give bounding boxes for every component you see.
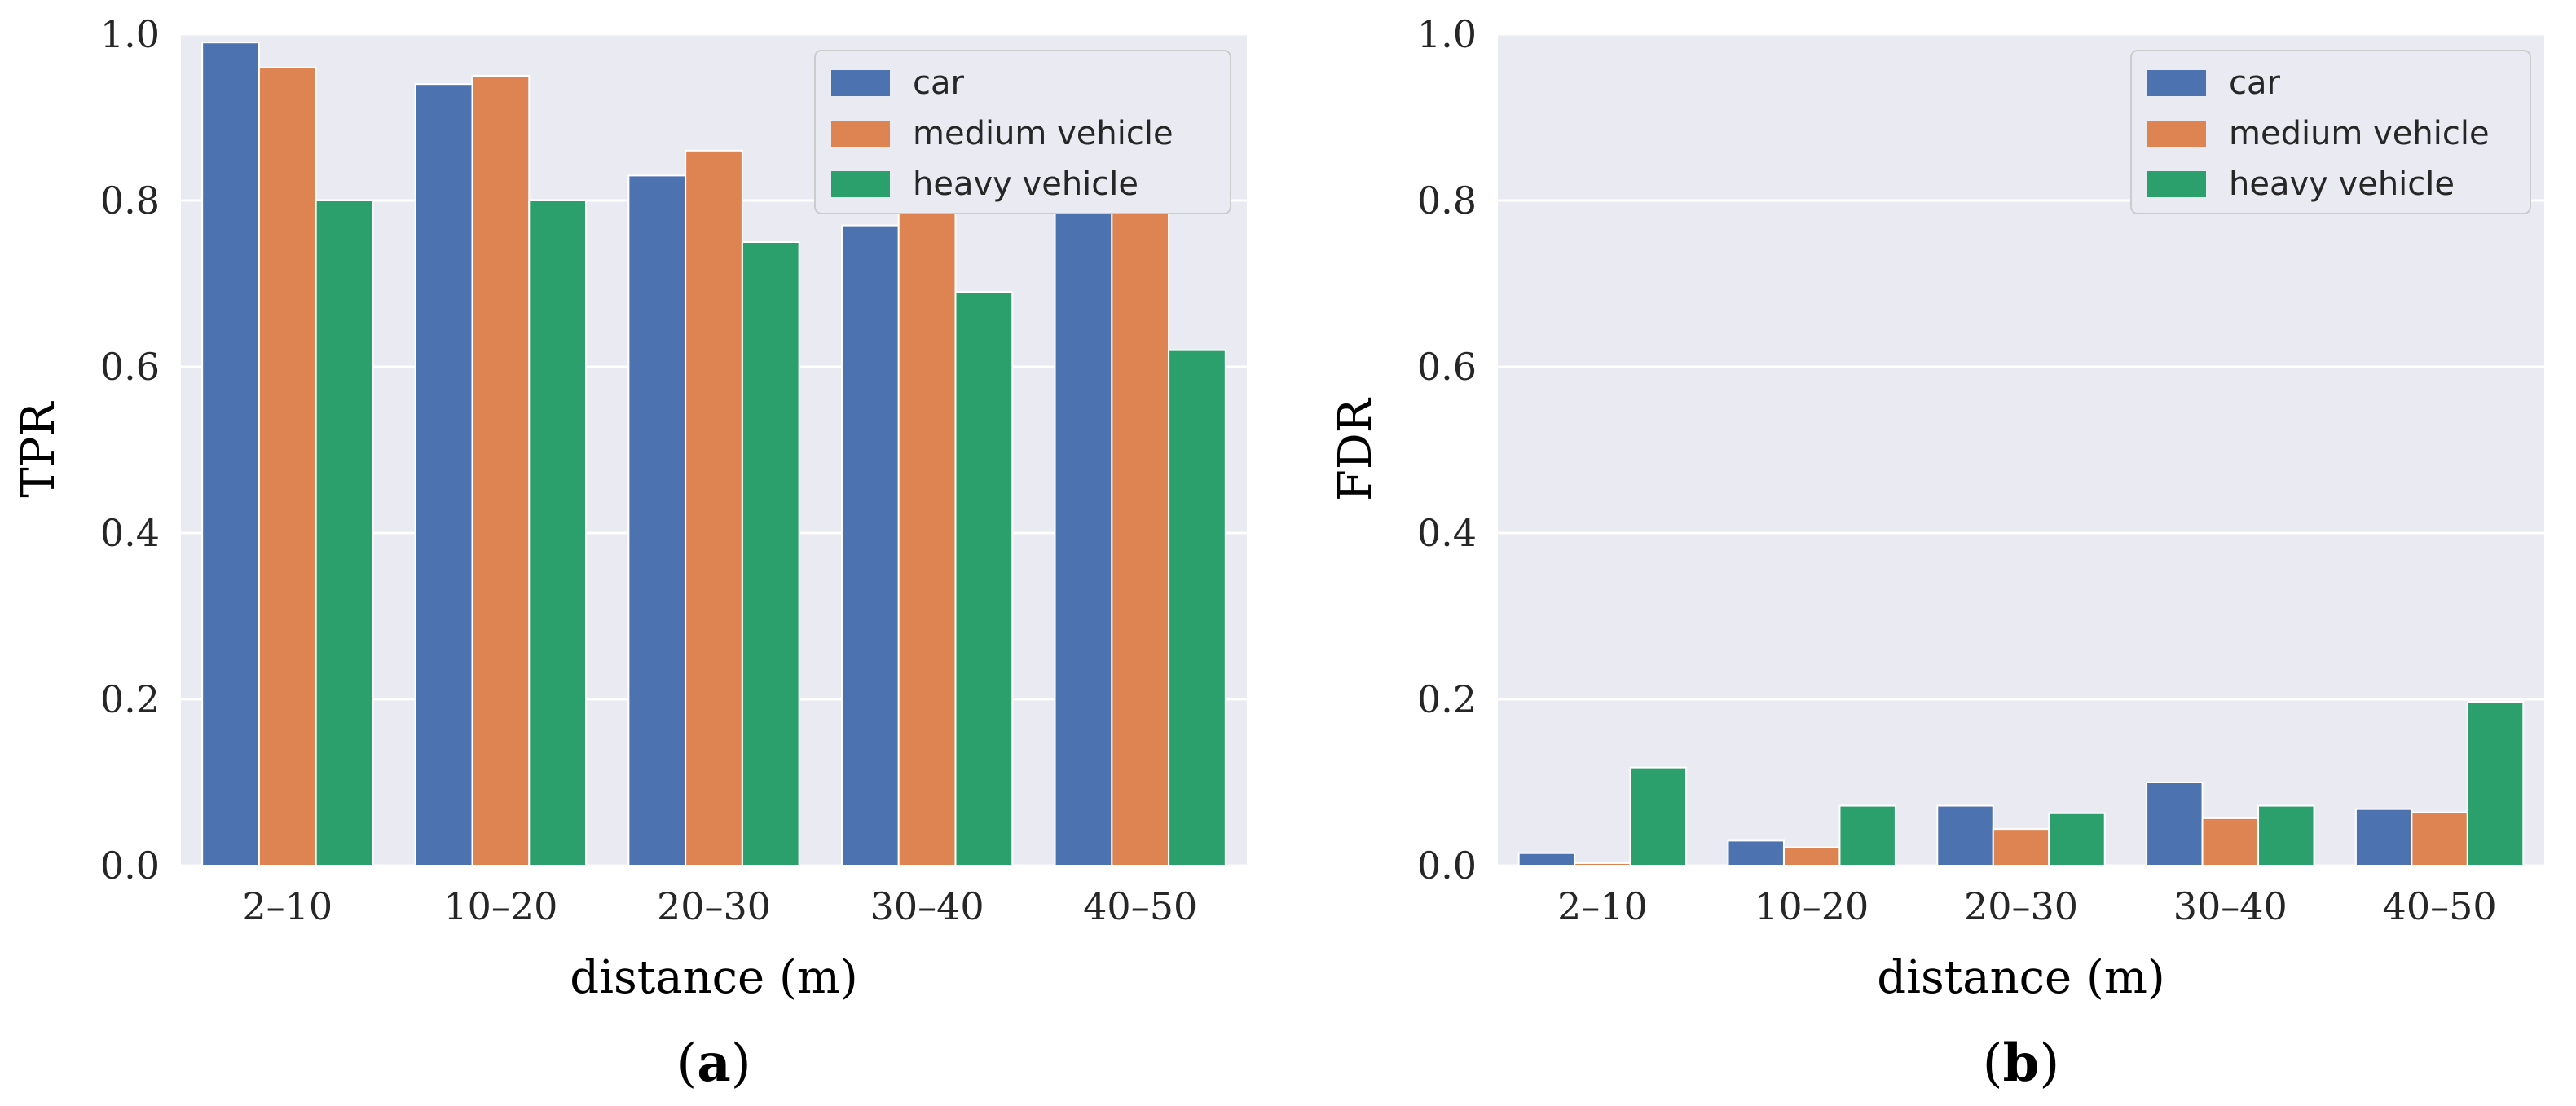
x-axis-label: distance (m)	[570, 951, 858, 1004]
bar-medium-vehicle	[258, 66, 317, 867]
y-axis-label: FDR	[1329, 397, 1382, 501]
x-tick-label: 10–20	[1755, 884, 1869, 928]
y-tick-label: 0.6	[1417, 345, 1477, 389]
legend-swatch	[2147, 70, 2206, 96]
bar-medium-vehicle	[471, 75, 531, 866]
legend-label: medium vehicle	[913, 115, 1174, 152]
legend-box	[814, 50, 1231, 214]
bar-heavy-vehicle	[1168, 349, 1226, 867]
bar-medium-vehicle	[2411, 811, 2468, 866]
legend-label: car	[2229, 64, 2281, 102]
bar-car	[1727, 839, 1785, 867]
bar-medium-vehicle	[897, 125, 957, 866]
bar-medium-vehicle	[2201, 817, 2260, 866]
panel-label: (b)	[1983, 1033, 2060, 1094]
y-tick-label: 0.0	[100, 844, 160, 888]
legend-swatch	[2147, 121, 2206, 147]
y-tick-label: 0.6	[100, 345, 160, 389]
y-tick-label: 0.4	[1417, 511, 1477, 555]
x-tick-label: 30–40	[870, 884, 984, 928]
legend-box	[2130, 50, 2531, 214]
bar-car	[1054, 208, 1113, 866]
x-tick-label: 10–20	[443, 884, 557, 928]
y-tick-label: 0.2	[100, 677, 160, 721]
bar-heavy-vehicle	[954, 291, 1014, 866]
panel-label: (a)	[676, 1033, 751, 1094]
y-tick-label: 0.0	[1417, 844, 1477, 888]
x-tick-label: 40–50	[2383, 884, 2497, 928]
bar-heavy-vehicle	[1629, 766, 1688, 867]
y-tick-label: 0.2	[1417, 677, 1477, 721]
bar-car	[1936, 804, 1994, 866]
x-tick-label: 2–10	[1557, 884, 1648, 928]
legend-label: heavy vehicle	[913, 165, 1138, 203]
bar-medium-vehicle	[1782, 846, 1841, 867]
panel-b: 0.0 0.2 0.4 0.6 0.8 1.0 2–10 10–20 20–30 30–40 40–…	[1329, 12, 2544, 1094]
x-tick-label: 20–30	[1964, 884, 2078, 928]
x-tick-label: 20–30	[657, 884, 771, 928]
bar-heavy-vehicle	[2257, 804, 2315, 866]
y-tick-label: 1.0	[1417, 12, 1477, 56]
bar-car	[2146, 782, 2204, 866]
y-tick-label: 0.8	[1417, 178, 1477, 223]
bar-medium-vehicle	[1574, 861, 1631, 866]
legend-swatch	[831, 70, 890, 96]
legend-swatch	[2147, 171, 2206, 197]
x-axis-label: distance (m)	[1877, 951, 2165, 1004]
bar-car	[2354, 808, 2413, 867]
bar-car	[627, 174, 687, 866]
legend: car medium vehicle heavy vehicle	[814, 50, 1231, 214]
y-axis-label: TPR	[12, 401, 65, 498]
bar-heavy-vehicle	[315, 200, 374, 866]
bar-medium-vehicle	[1992, 828, 2050, 866]
bar-heavy-vehicle	[741, 241, 800, 866]
legend-label: medium vehicle	[2229, 115, 2490, 152]
bar-heavy-vehicle	[2466, 701, 2525, 866]
bar-car	[840, 224, 900, 867]
legend-swatch	[831, 121, 890, 147]
bar-medium-vehicle	[1111, 208, 1170, 866]
legend-swatch	[831, 171, 890, 197]
bar-heavy-vehicle	[2048, 812, 2106, 866]
x-tick-label: 2–10	[242, 884, 332, 928]
y-tick-label: 0.4	[100, 511, 160, 555]
legend: car medium vehicle heavy vehicle	[2130, 50, 2531, 214]
bar-medium-vehicle	[685, 149, 743, 867]
legend-label: car	[913, 64, 965, 102]
y-tick-label: 0.8	[100, 178, 160, 223]
bar-car	[1517, 852, 1576, 866]
bar-heavy-vehicle	[528, 200, 588, 866]
panel-a: 0.0 0.2 0.4 0.6 0.8 1.0 2–10 10–20 20–30 30–40 40–…	[12, 12, 1247, 1094]
bar-car	[414, 83, 473, 866]
bar-car	[201, 42, 260, 866]
y-tick-label: 1.0	[100, 12, 160, 56]
x-tick-label: 40–50	[1083, 884, 1197, 928]
legend-label: heavy vehicle	[2229, 165, 2455, 203]
x-tick-label: 30–40	[2173, 884, 2288, 928]
bar-heavy-vehicle	[1838, 804, 1896, 866]
